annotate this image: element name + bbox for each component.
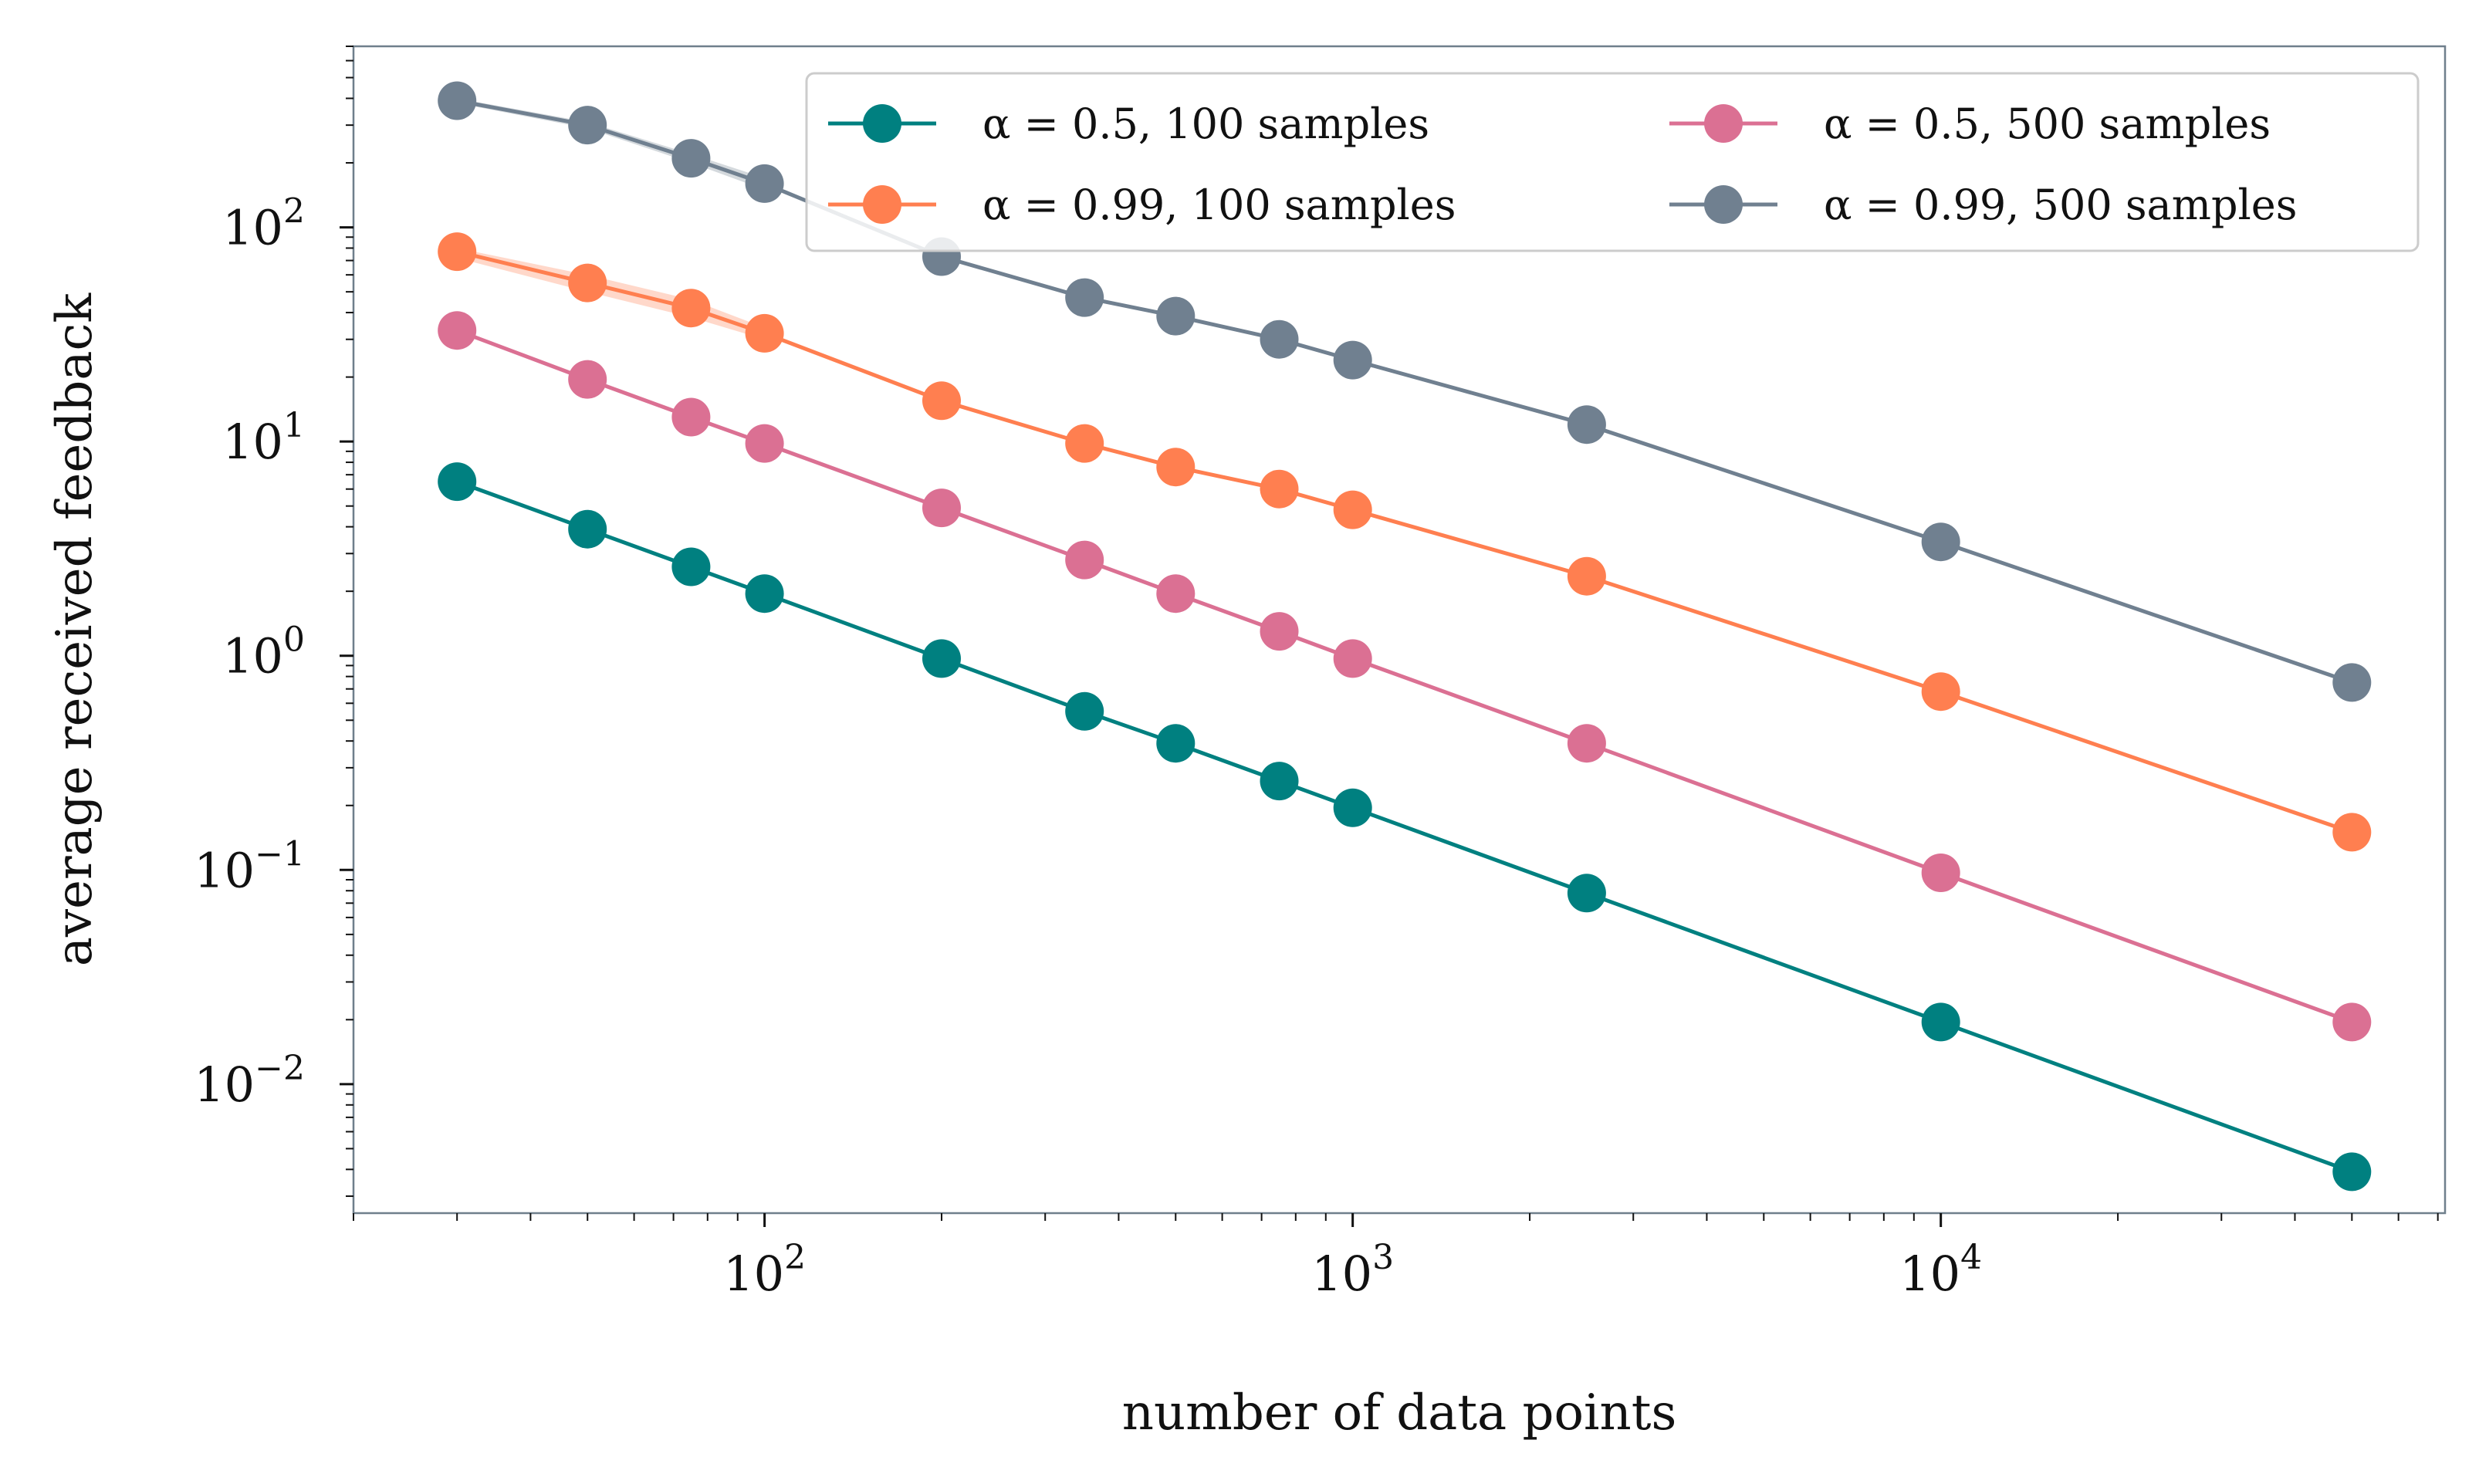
legend-swatch-marker — [1704, 104, 1743, 143]
y-tick-label: 10−1 — [194, 834, 305, 898]
legend: α = 0.5, 100 samples α = 0.5, 500 samples… — [805, 72, 2420, 252]
y-tick-label-base: 10 — [222, 628, 283, 685]
y-tick-label-exponent: 1 — [283, 406, 305, 445]
series-4-point — [1065, 278, 1104, 317]
series-3-point — [1567, 724, 1606, 763]
series-2-point — [671, 289, 711, 328]
plot-area-frame — [352, 45, 2447, 1215]
series-2-point — [1156, 448, 1196, 487]
y-tick-label-exponent: −2 — [255, 1049, 305, 1088]
series-3-point — [568, 360, 607, 399]
series-4-point — [1156, 296, 1196, 336]
series-3-point — [1921, 854, 1960, 892]
series-3-point — [922, 488, 961, 528]
series-2-point — [1333, 490, 1372, 529]
series-2-point — [1567, 556, 1606, 596]
x-tick-label: 102 — [723, 1238, 806, 1302]
series-3-point — [745, 424, 784, 463]
series-4-point — [1921, 522, 1960, 562]
series-2-point — [2332, 813, 2372, 852]
series-1-point — [745, 574, 784, 614]
y-tick-label: 102 — [222, 192, 305, 256]
series-1-point — [1260, 762, 1299, 801]
x-tick-label-base: 10 — [1311, 1246, 1372, 1302]
series-4-point — [568, 106, 607, 145]
series-1-point — [438, 462, 477, 502]
y-tick-label-base: 10 — [222, 414, 283, 470]
legend-swatch-marker — [863, 185, 901, 224]
series-3-point — [1260, 612, 1299, 651]
x-axis-ticks: 102 103 104 — [353, 1213, 2439, 1302]
series-2-point — [1065, 424, 1104, 463]
series-3-point — [1065, 540, 1104, 580]
y-tick-label-base: 10 — [222, 200, 283, 256]
series-4-point — [671, 139, 711, 178]
legend-swatch-marker — [1704, 185, 1743, 224]
x-tick-label-exponent: 3 — [1372, 1238, 1394, 1277]
series-3-point — [2332, 1002, 2372, 1042]
series-1-point — [671, 547, 711, 587]
series-2-point — [568, 263, 607, 303]
y-tick-label: 101 — [222, 406, 305, 470]
series-2-point — [922, 381, 961, 421]
series-4-point — [745, 164, 784, 203]
series-3-point — [671, 397, 711, 437]
series-1-point — [1333, 788, 1372, 827]
series-1-point — [1567, 874, 1606, 913]
series-1-point — [1065, 691, 1104, 731]
y-tick-label: 100 — [222, 620, 305, 685]
legend-label: α = 0.99, 500 samples — [1824, 181, 2297, 229]
y-tick-label-base: 10 — [194, 1056, 255, 1113]
series-4-point — [1260, 319, 1299, 359]
series-1-point — [1921, 1002, 1960, 1042]
y-tick-label-exponent: −1 — [255, 834, 305, 874]
x-tick-label-base: 10 — [1899, 1246, 1960, 1302]
series-points — [438, 81, 2372, 1192]
x-tick-label-base: 10 — [723, 1246, 784, 1302]
y-tick-label-base: 10 — [194, 842, 255, 898]
series-2-point — [1260, 469, 1299, 509]
x-tick-label-exponent: 2 — [784, 1238, 806, 1277]
y-tick-label-exponent: 2 — [283, 192, 305, 232]
series-4-point — [2332, 663, 2372, 702]
series-4-point — [1567, 405, 1606, 445]
series-4-point — [438, 81, 477, 120]
x-axis-label: number of data points — [1122, 1384, 1677, 1442]
series-2-point — [745, 313, 784, 353]
series-3-point — [1156, 574, 1196, 614]
legend-label: α = 0.5, 100 samples — [982, 100, 1429, 148]
series-2-point — [438, 232, 477, 272]
legend-swatch-marker — [863, 104, 901, 143]
series-3-point — [438, 311, 477, 350]
x-tick-label: 103 — [1311, 1238, 1394, 1302]
series-1-point — [568, 509, 607, 549]
series-2-point — [1921, 672, 1960, 712]
legend-box — [805, 72, 2420, 252]
series-1-point — [2332, 1152, 2372, 1192]
series-1-point — [922, 639, 961, 678]
x-tick-label-exponent: 4 — [1960, 1238, 1982, 1277]
legend-label: α = 0.5, 500 samples — [1824, 100, 2271, 148]
series-1-point — [1156, 724, 1196, 763]
legend-label: α = 0.99, 100 samples — [982, 181, 1456, 229]
y-tick-label: 10−2 — [194, 1049, 305, 1113]
x-tick-label: 104 — [1899, 1238, 1982, 1302]
y-axis-label: average received feedback — [46, 292, 103, 967]
series-4-point — [1333, 340, 1372, 380]
y-tick-label-exponent: 0 — [283, 620, 305, 660]
series-3-point — [1333, 639, 1372, 678]
